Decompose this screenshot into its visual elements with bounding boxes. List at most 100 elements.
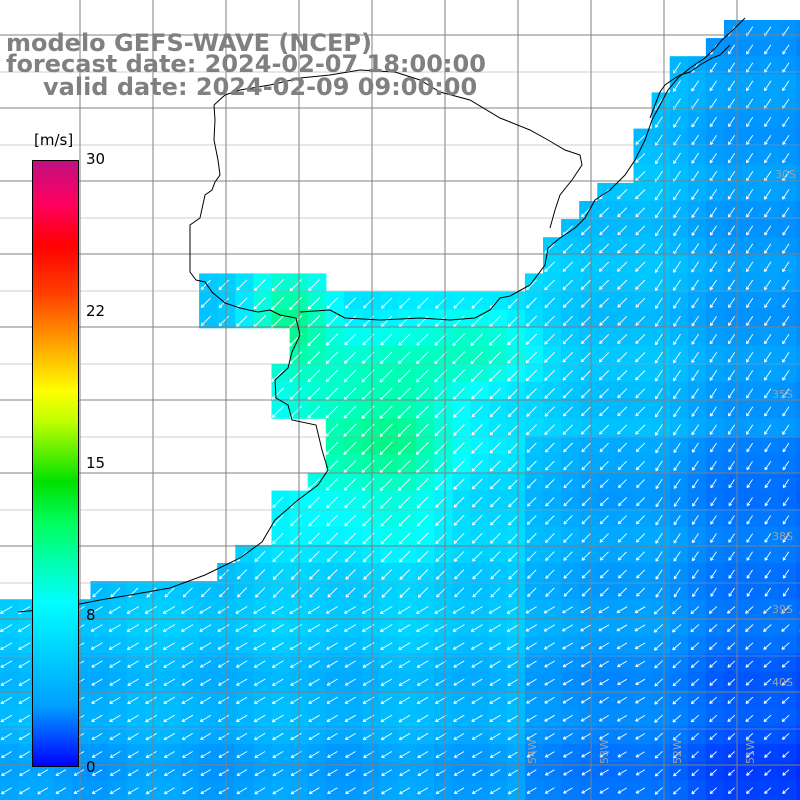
wind-arrow [544,769,555,776]
wind-arrow [435,787,447,795]
wind-arrow [563,569,573,579]
wind-arrow [471,424,483,436]
wind-arrow [199,606,212,614]
wind-cell [144,689,164,709]
wind-arrow [471,387,483,400]
wind-arrow [435,696,447,704]
wind-arrow [290,569,302,580]
wind-arrow [654,369,663,382]
wind-cell [380,707,399,727]
wind-cell [217,635,236,655]
wind-arrow [453,696,465,704]
wind-arrow [691,279,699,291]
wind-arrow [617,769,627,776]
wind-arrow [617,442,628,453]
wind-arrow [672,351,681,364]
wind-arrow [397,423,411,437]
wind-arrow [236,696,248,704]
wind-arrow [654,152,663,165]
wind-arrow [526,733,537,740]
wind-cell [724,508,743,528]
wind-cell [398,798,417,800]
wind-arrow [691,732,700,741]
wind-arrow [398,732,411,741]
wind-arrow [381,787,393,795]
wind-arrow [254,587,266,598]
wind-cell [543,635,562,655]
wind-arrow [580,624,592,632]
wind-arrow [345,751,356,758]
wind-arrow [654,750,663,759]
wind-arrow [599,787,609,794]
wind-arrow [489,478,501,490]
wind-arrow [379,478,393,491]
wind-cell [724,798,743,800]
wind-arrow [218,279,230,291]
wind-arrow [635,207,646,218]
wind-arrow [217,606,230,614]
wind-arrow [398,496,411,509]
wind-arrow [562,606,574,614]
wind-arrow [490,769,501,776]
wind-arrow [235,642,248,650]
wind-arrow [490,551,501,562]
wind-arrow [253,624,266,633]
wind-arrow [0,624,13,632]
wind-arrow [655,478,663,490]
wind-arrow [599,243,610,254]
wind-arrow [580,715,591,722]
wind-arrow [746,569,753,579]
wind-arrow [672,696,682,705]
wind-arrow [598,370,610,381]
wind-arrow [655,587,663,598]
wind-arrow [326,733,338,740]
wind-arrow [37,787,49,795]
wind-arrow [489,751,501,758]
wind-arrow [253,297,266,310]
wind-arrow [580,660,591,668]
wind-arrow [254,787,266,795]
wind-arrow [471,787,483,795]
wind-cell [796,38,800,57]
wind-arrow [782,80,790,91]
wind-arrow [635,551,646,561]
wind-arrow [145,696,157,705]
wind-arrow [654,279,663,291]
wind-arrow [745,787,754,795]
wind-arrow [635,460,646,471]
wind-arrow [163,660,176,668]
wind-arrow [73,787,85,795]
wind-arrow [727,80,736,92]
wind-arrow [562,333,573,345]
wind-arrow [109,678,121,686]
wind-arrow [164,769,175,777]
wind-arrow [764,587,772,597]
wind-arrow [471,442,483,454]
wind-arrow [0,642,13,650]
wind-arrow [488,606,501,614]
wind-cell [90,635,110,655]
wind-arrow [525,351,538,364]
wind-arrow [290,714,302,723]
wind-arrow [489,696,501,704]
wind-arrow [380,514,393,527]
wind-arrows [0,26,800,795]
wind-arrow [344,315,357,327]
wind-arrow [253,660,266,668]
wind-arrow [488,351,502,364]
wind-arrow [544,533,555,543]
wind-cell [796,472,800,492]
wind-arrow [109,769,121,776]
wind-arrow [308,532,320,545]
wind-arrow [326,496,339,509]
wind-arrow [471,660,483,668]
wind-arrow [654,406,663,418]
wind-arrow [327,569,338,580]
wind-arrow [344,532,357,545]
wind-arrow [0,660,13,668]
wind-arrow [710,569,717,579]
wind-arrow [690,606,700,615]
wind-cell [796,798,800,800]
wind-arrow [782,261,790,273]
wind-arrow [271,660,284,668]
